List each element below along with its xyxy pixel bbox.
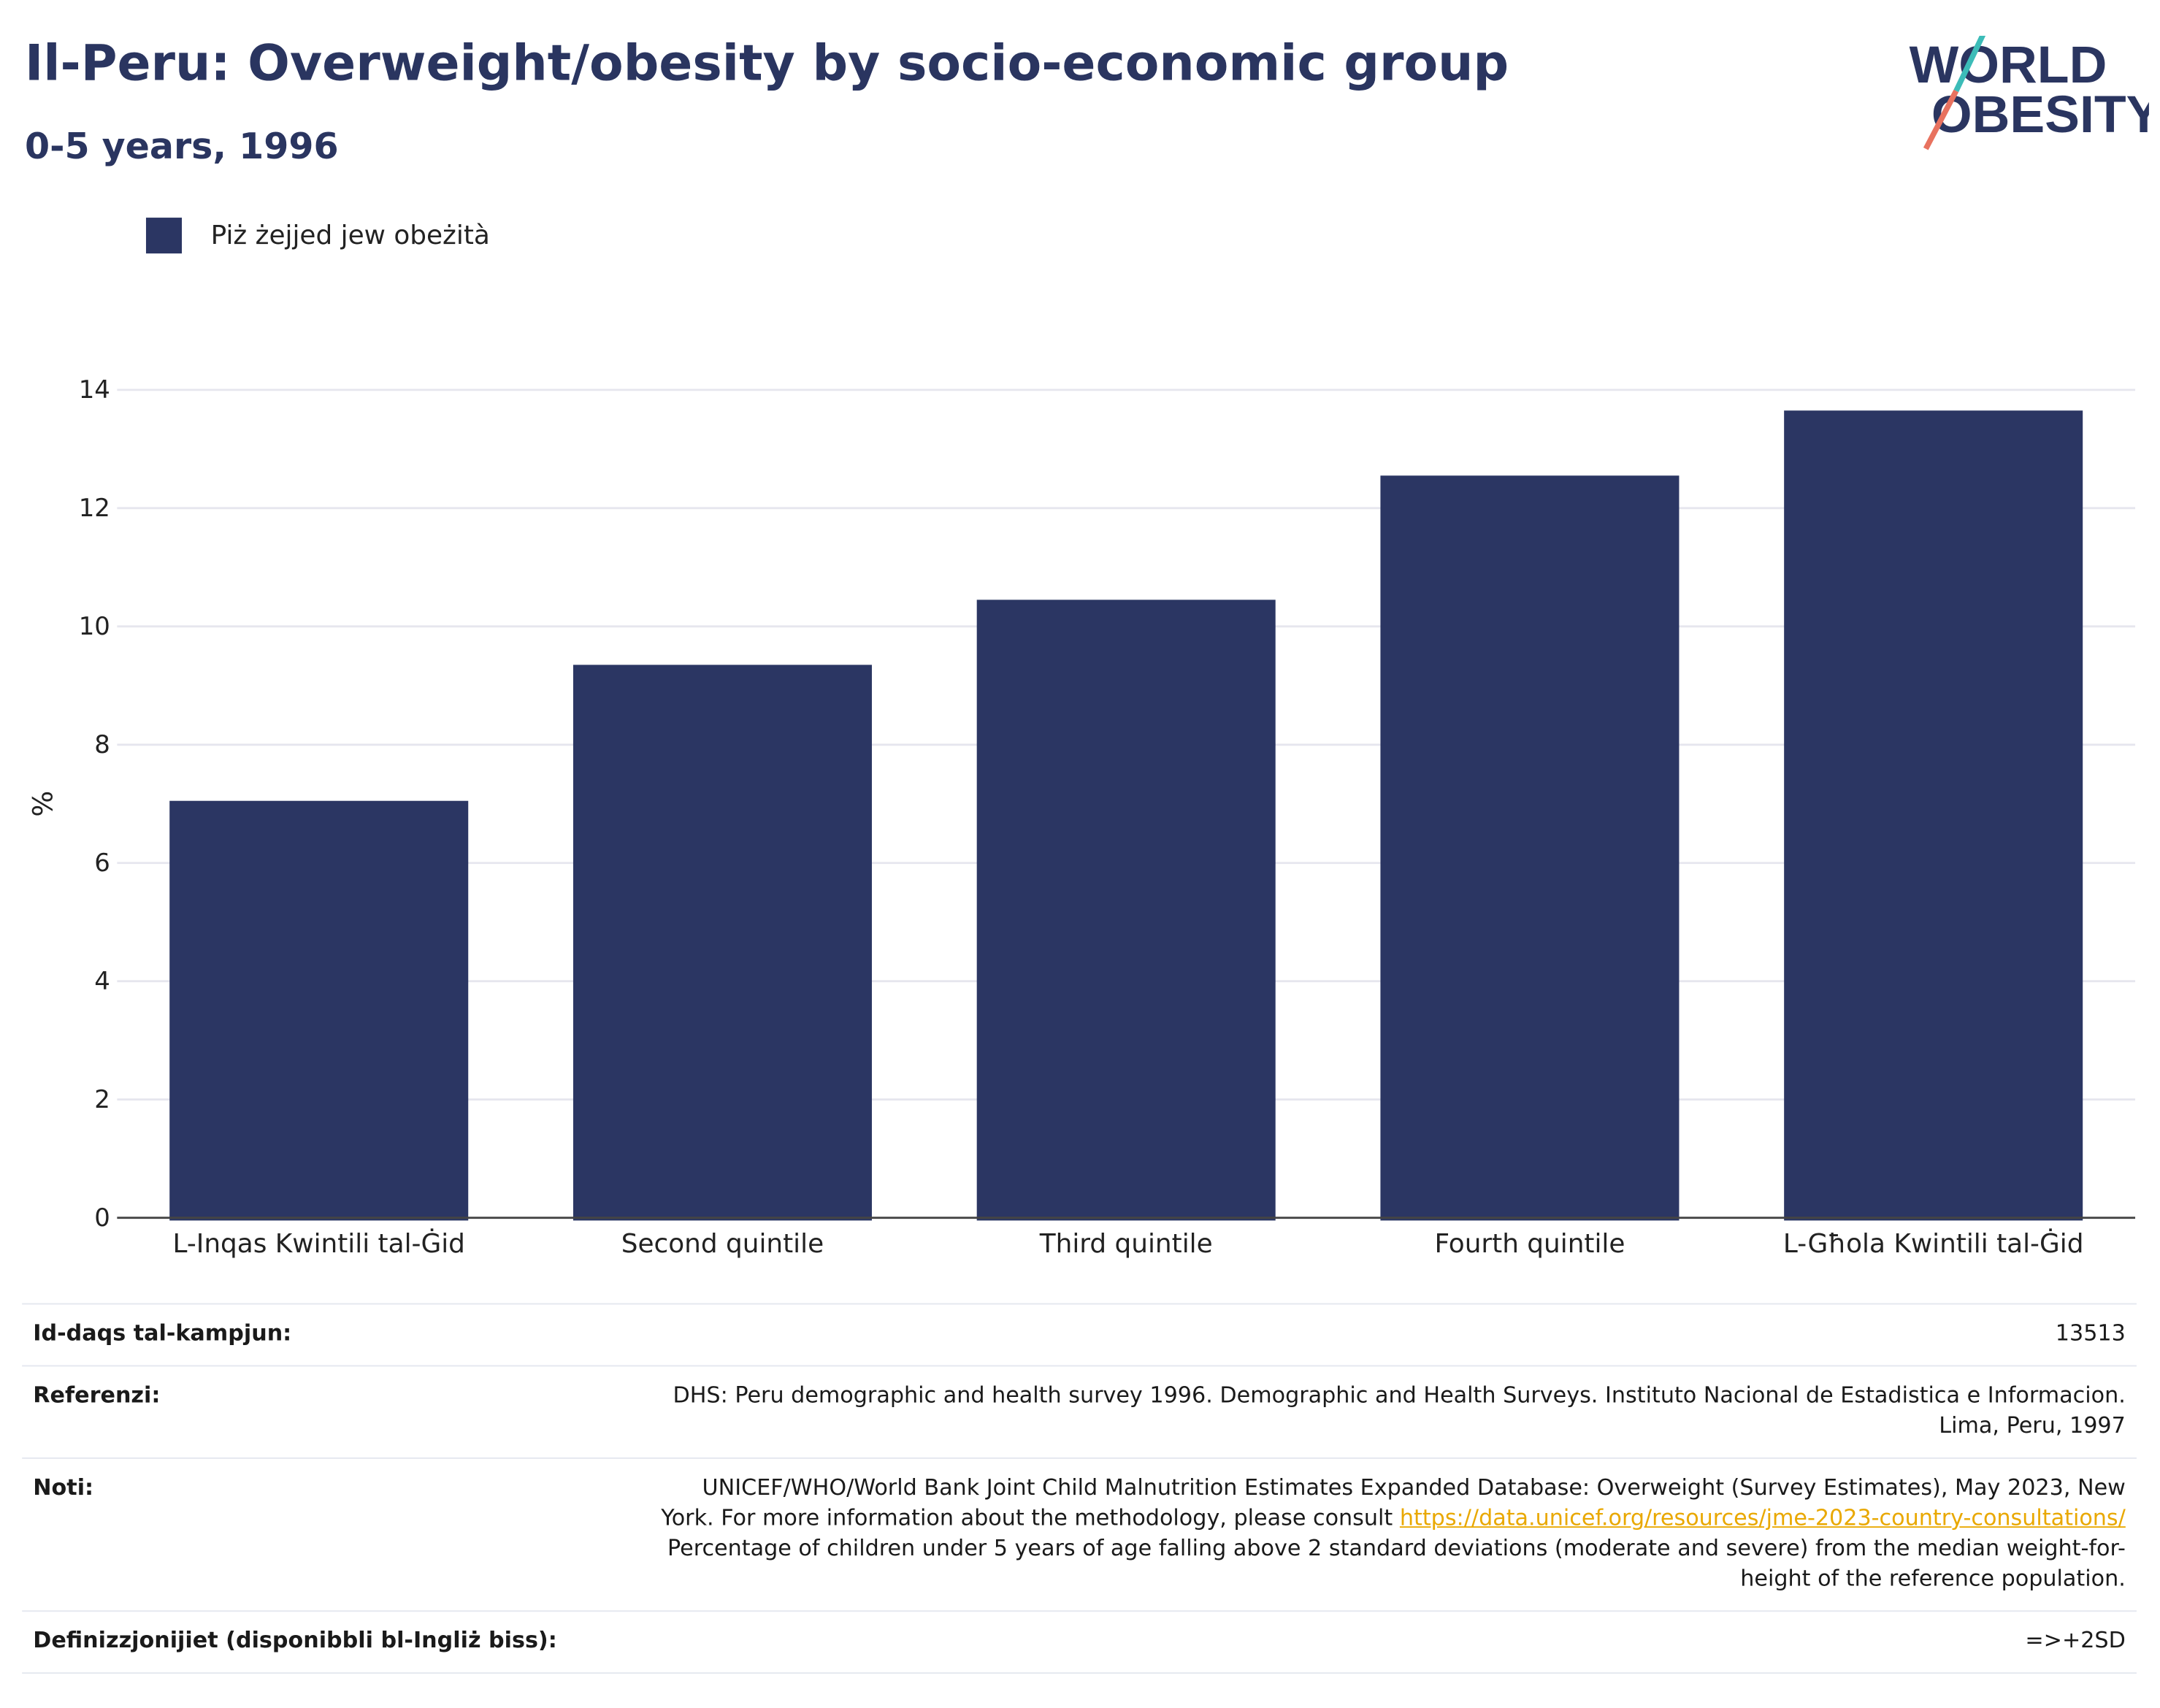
y-tick-label: 10: [79, 612, 110, 641]
y-tick-label: 12: [79, 494, 110, 523]
meta-row-references: Referenzi: DHS: Peru demographic and hea…: [22, 1365, 2137, 1458]
meta-value-line: Percentage of children under 5 years of …: [667, 1534, 2126, 1561]
y-tick-label: 6: [94, 849, 110, 878]
chart-subtitle: 0-5 years, 1996: [24, 126, 339, 169]
bar: [976, 600, 1276, 1221]
chart-title: Il-Peru: Overweight/obesity by socio-eco…: [24, 36, 1509, 93]
x-tick-label: L-Għola Kwintili tal-Ġid: [1783, 1228, 2084, 1259]
bar: [169, 800, 469, 1221]
meta-value-line: height of the reference population.: [1740, 1565, 2126, 1591]
meta-value: DHS: Peru demographic and health survey …: [243, 1380, 2126, 1441]
meta-value: UNICEF/WHO/World Bank Joint Child Malnut…: [176, 1473, 2126, 1594]
logo-slash-coral: [1923, 89, 1959, 150]
meta-label: Referenzi:: [33, 1382, 161, 1408]
meta-row-sample-size: Id-daqs tal-kampjun: 13513: [22, 1303, 2137, 1366]
meta-label: Definizzjonijiet (disponibbli bl-Ingliż …: [33, 1626, 557, 1653]
meta-value-line: =>+2SD: [2025, 1626, 2126, 1653]
methodology-link[interactable]: https://data.unicef.org/resources/jme-20…: [1399, 1504, 2126, 1531]
x-tick-label: Second quintile: [621, 1229, 824, 1259]
y-axis-title: %: [27, 791, 59, 817]
meta-value-text: York. For more information about the met…: [661, 1504, 1400, 1531]
y-tick-label: 0: [94, 1203, 110, 1233]
meta-row-notes: Noti: UNICEF/WHO/World Bank Joint Child …: [22, 1457, 2137, 1610]
meta-value-line: DHS: Peru demographic and health survey …: [673, 1382, 2126, 1408]
bar: [1784, 410, 2083, 1221]
metadata-table: Id-daqs tal-kampjun: 13513 Referenzi: DH…: [22, 1303, 2137, 1674]
meta-value-line: 13513: [2055, 1320, 2126, 1347]
logo-slash-teal: [1953, 36, 1986, 93]
meta-label: Id-daqs tal-kampjun:: [33, 1320, 292, 1347]
y-tick-label: 2: [94, 1085, 110, 1114]
x-tick-label: L-Inqas Kwintili tal-Ġid: [173, 1228, 465, 1259]
logo-text-world: WORLD: [1910, 36, 2107, 94]
logo-text-obesity: OBESITY: [1931, 85, 2149, 144]
meta-label: Noti:: [33, 1474, 94, 1501]
y-tick-label: 14: [79, 375, 110, 405]
world-obesity-logo: WORLD OBESITY: [1910, 36, 2149, 150]
meta-value-line: UNICEF/WHO/World Bank Joint Child Malnut…: [702, 1474, 2126, 1501]
meta-row-definitions: Definizzjonijiet (disponibbli bl-Ingliż …: [22, 1610, 2137, 1674]
meta-value-line: York. For more information about the met…: [176, 1503, 2126, 1533]
x-tick-label: Third quintile: [1039, 1229, 1213, 1259]
y-tick-label: 8: [94, 730, 110, 759]
meta-value-line: Lima, Peru, 1997: [1939, 1412, 2126, 1439]
legend: Piż żejjed jew obeżità: [145, 218, 490, 254]
x-tick-label: Fourth quintile: [1434, 1229, 1625, 1259]
y-tick-label: 4: [94, 967, 110, 996]
meta-value: 13513: [374, 1318, 2126, 1349]
meta-value: =>+2SD: [640, 1625, 2126, 1656]
legend-swatch: [145, 218, 183, 254]
legend-label: Piż żejjed jew obeżità: [210, 220, 490, 251]
bar-chart: 0 2 4 6 8 10 12 14% L-Inqas Kwintili tal-Ġid Seco…: [27, 375, 2136, 1259]
bar: [1380, 475, 1680, 1221]
bar: [572, 665, 872, 1221]
